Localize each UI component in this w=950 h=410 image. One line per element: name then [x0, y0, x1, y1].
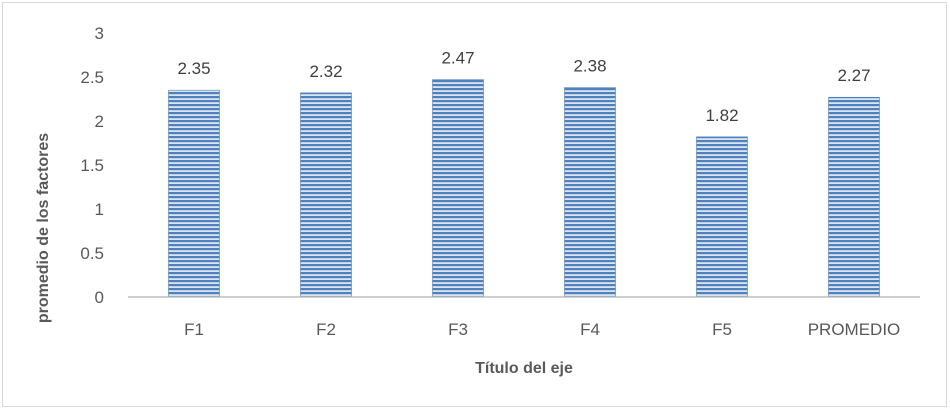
y-tick-label: 1.5 [80, 156, 104, 175]
x-tick-label: F1 [184, 320, 204, 339]
y-tick-label: 0.5 [80, 244, 104, 263]
data-label: 2.32 [309, 62, 342, 81]
x-tick-label: F2 [316, 320, 336, 339]
x-axis-title: Título del eje [475, 360, 573, 377]
data-label: 2.38 [573, 57, 606, 76]
x-tick-label: F5 [712, 320, 732, 339]
bar-f3 [432, 79, 484, 298]
data-label: 2.47 [441, 49, 474, 68]
x-tick-label: F3 [448, 320, 468, 339]
data-label: 1.82 [705, 106, 738, 125]
x-tick-label: F4 [580, 320, 600, 339]
bar-f4 [564, 87, 616, 298]
y-axis-title: promedio de los factores [35, 133, 52, 323]
data-label: 2.27 [837, 66, 870, 85]
y-tick-label: 3 [95, 24, 104, 43]
bar-promedio [828, 96, 880, 298]
y-tick-label: 2 [95, 112, 104, 131]
data-label: 2.35 [177, 59, 210, 78]
bar-f1 [168, 89, 220, 298]
y-tick-label: 1 [95, 200, 104, 219]
x-tick-label: PROMEDIO [808, 320, 901, 339]
bar-f2 [300, 92, 352, 298]
y-tick-label: 0 [95, 288, 104, 307]
y-tick-label: 2.5 [80, 68, 104, 87]
bar-f5 [696, 136, 748, 298]
